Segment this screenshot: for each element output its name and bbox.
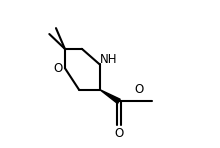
Text: O: O: [54, 62, 63, 75]
Polygon shape: [100, 90, 120, 103]
Text: O: O: [114, 127, 123, 140]
Text: NH: NH: [100, 53, 117, 66]
Text: O: O: [134, 83, 143, 96]
